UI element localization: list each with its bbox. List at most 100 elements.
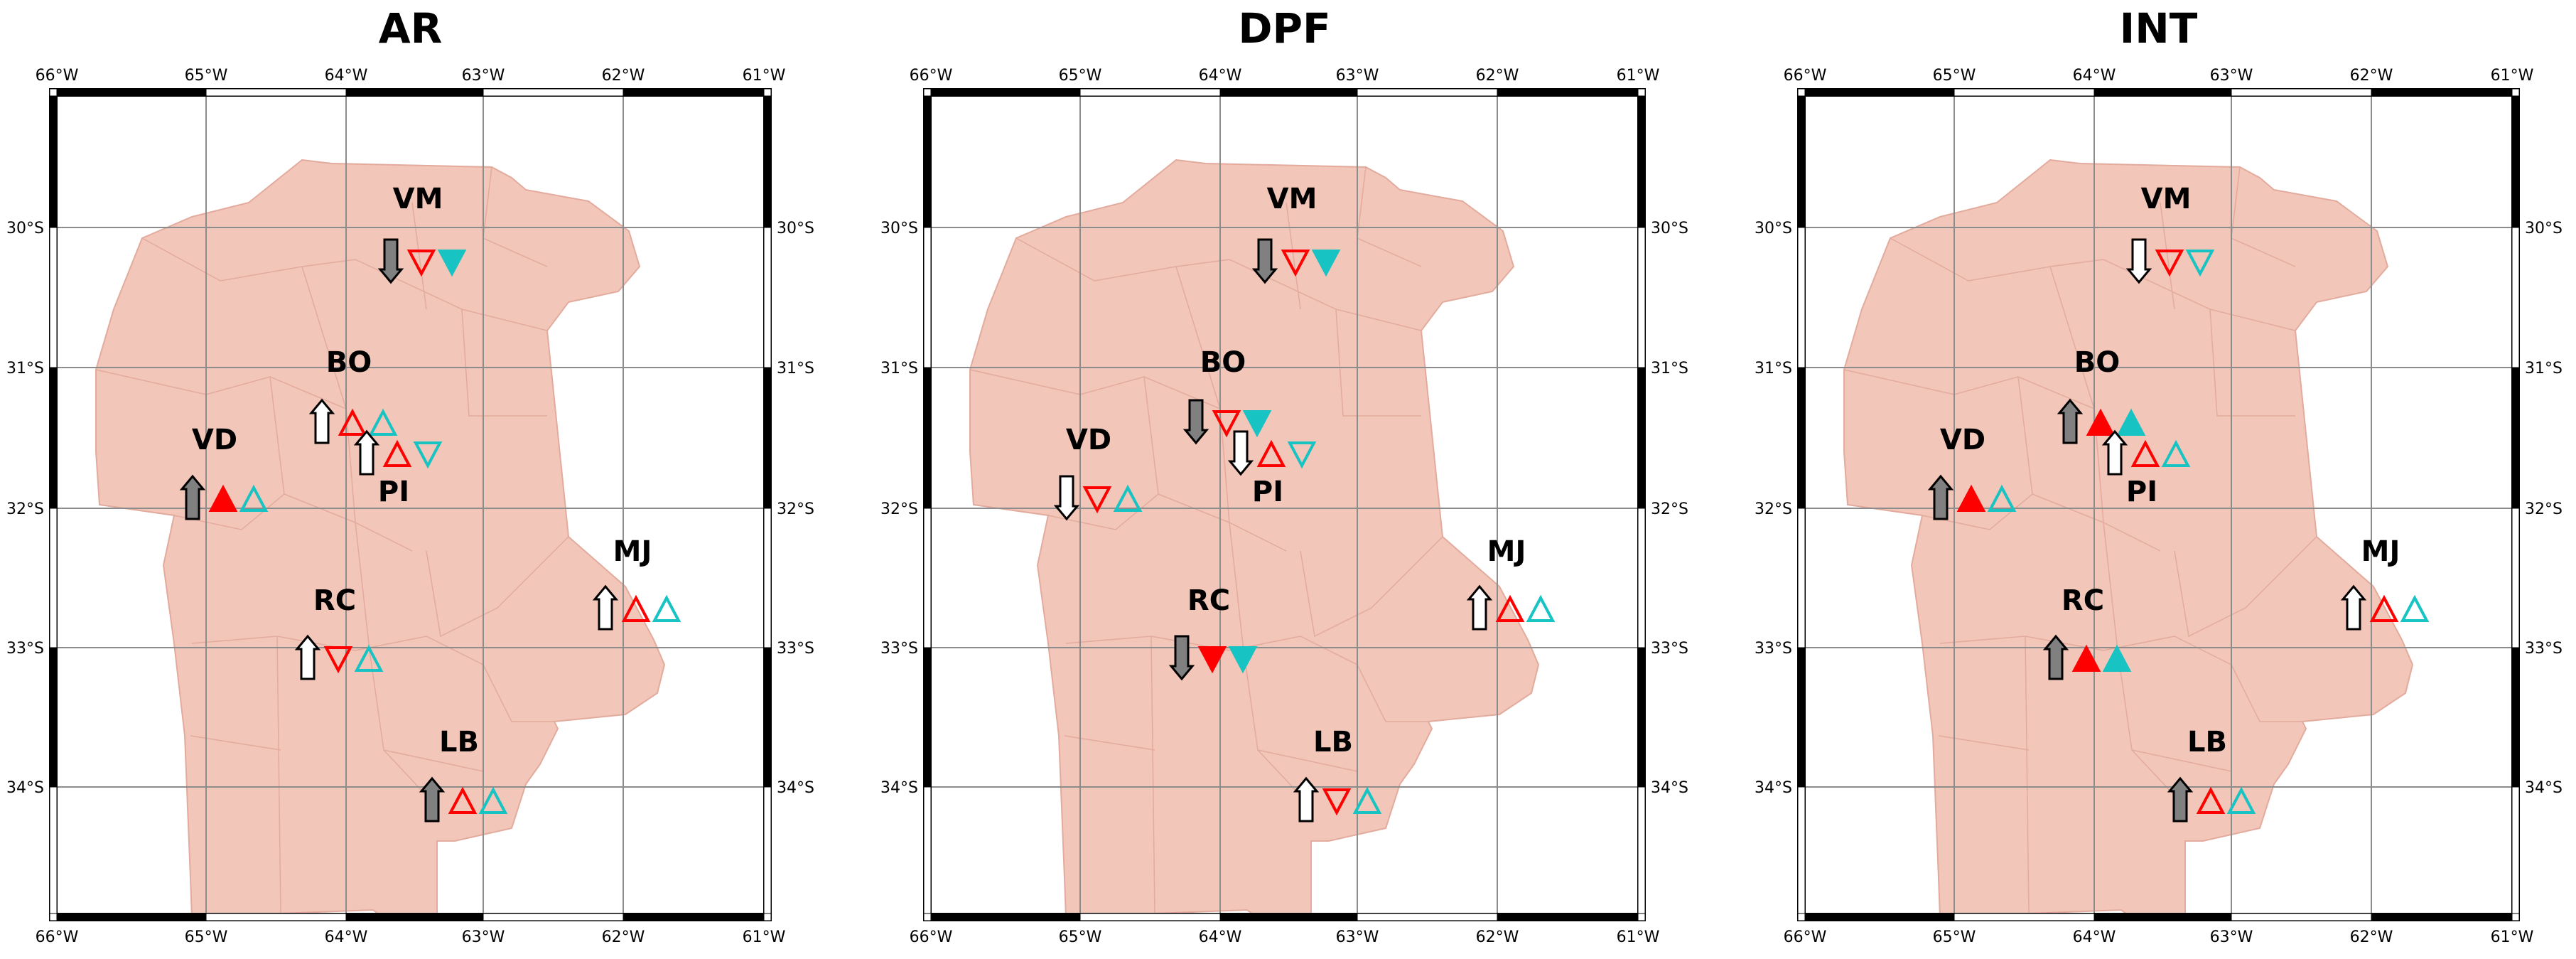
longitude-tick-label: 65°W <box>1059 928 1102 946</box>
longitude-tick-label: 63°W <box>1336 67 1379 85</box>
department-boundary <box>383 749 484 772</box>
latitude-tick-label: 34°S <box>880 779 918 797</box>
station-label: BO <box>2074 346 2120 379</box>
arrow-up-icon <box>419 776 446 823</box>
province-shape <box>95 159 666 918</box>
triangle-up-icon <box>478 786 508 814</box>
triangle-up-icon <box>1113 484 1143 512</box>
triangle-up-icon <box>2071 644 2101 672</box>
triangle-up-icon <box>1987 484 2017 512</box>
longitude-tick-label: 61°W <box>1617 67 1660 85</box>
station-label: BO <box>1200 346 1246 379</box>
latitude-tick-label: 34°S <box>777 779 814 797</box>
triangle-down-icon <box>2155 250 2184 277</box>
station-pi: PI <box>2101 429 2191 508</box>
latitude-tick-label: 33°S <box>777 640 814 658</box>
triangle-up-icon <box>1956 484 1986 512</box>
longitude-tick-label: 62°W <box>2350 928 2393 946</box>
station-label: LB <box>439 726 479 759</box>
panel-title: DPF <box>1238 4 1330 53</box>
station-lb: LB <box>419 726 508 823</box>
department-boundary <box>355 522 370 651</box>
triangle-up-icon <box>2400 594 2430 622</box>
arrow-down-icon <box>1227 430 1254 476</box>
longitude-tick-label: 66°W <box>36 67 79 85</box>
triangle-down-icon <box>1281 250 1310 277</box>
department-boundary <box>95 369 347 409</box>
department-boundary <box>2209 309 2295 417</box>
latitude-tick-label: 30°S <box>777 220 814 237</box>
triangle-up-icon <box>1256 439 1286 467</box>
province-shape <box>969 159 1540 918</box>
latitude-tick-label: 32°S <box>1651 500 1688 518</box>
station-label: RC <box>313 584 356 617</box>
station-bo: BO <box>308 346 398 444</box>
latitude-tick-label: 30°S <box>1651 220 1688 237</box>
arrow-up-icon <box>2101 429 2128 476</box>
longitude-tick-label: 62°W <box>2350 67 2393 85</box>
latitude-tick-label: 34°S <box>2525 779 2562 797</box>
triangle-up-icon <box>1352 786 1382 814</box>
latitude-tick-label: 32°S <box>1755 500 1792 518</box>
triangle-up-icon <box>448 786 478 814</box>
department-boundary <box>269 376 285 495</box>
triangle-down-icon <box>1311 250 1341 277</box>
longitude-tick-label: 62°W <box>1476 67 1519 85</box>
arrow-down-icon <box>1251 238 1278 284</box>
station-pi: PI <box>353 429 443 508</box>
longitude-tick-label: 63°W <box>462 928 505 946</box>
triangle-down-icon <box>1322 788 1352 816</box>
department-boundary <box>2049 266 2095 409</box>
station-mj: MJ <box>2340 535 2430 631</box>
longitude-tick-label: 63°W <box>1336 928 1379 946</box>
triangle-up-icon <box>1526 594 1556 622</box>
arrow-up-icon <box>1293 776 1320 823</box>
department-boundary <box>2017 376 2033 495</box>
department-boundary <box>1286 202 1301 310</box>
department-boundary <box>1939 636 2232 665</box>
arrow-up-icon <box>353 429 380 476</box>
triangle-down-icon <box>1287 441 1317 469</box>
department-boundary <box>411 202 427 310</box>
longitude-tick-label: 65°W <box>1059 67 1102 85</box>
latitude-tick-label: 31°S <box>2525 360 2562 377</box>
arrow-up-icon <box>294 634 321 680</box>
arrow-up-icon <box>592 584 619 631</box>
triangle-up-icon <box>621 594 651 622</box>
station-label: MJ <box>1487 535 1526 568</box>
latitude-tick-label: 31°S <box>6 360 44 377</box>
station-label: RC <box>1187 584 1230 617</box>
latitude-tick-label: 32°S <box>6 500 44 518</box>
latitude-tick-label: 33°S <box>2525 640 2562 658</box>
map-frame <box>49 88 772 921</box>
arrow-up-icon <box>2167 776 2194 823</box>
longitude-tick-label: 63°W <box>462 67 505 85</box>
arrow-up-icon <box>1466 584 1493 631</box>
latitude-tick-label: 34°S <box>1755 779 1792 797</box>
station-lb: LB <box>1293 726 1382 823</box>
station-label: VD <box>192 424 237 456</box>
triangle-up-icon <box>2369 594 2399 622</box>
arrow-up-icon <box>2340 584 2367 631</box>
arrow-down-icon <box>2125 238 2152 284</box>
triangle-down-icon <box>323 646 353 674</box>
station-vm: VM <box>2125 183 2215 284</box>
arrow-down-icon <box>1053 475 1080 521</box>
station-label: VM <box>1267 183 1317 215</box>
latitude-tick-label: 30°S <box>2525 220 2562 237</box>
station-label: PI <box>1252 476 1283 508</box>
department-boundary <box>1890 237 2104 282</box>
station-vd: VD <box>1053 424 1143 521</box>
triangle-up-icon <box>2130 439 2160 467</box>
triangle-down-icon <box>1197 646 1227 674</box>
station-mj: MJ <box>592 535 681 631</box>
triangle-up-icon <box>208 484 238 512</box>
latitude-tick-label: 33°S <box>1651 640 1688 658</box>
panel-title: INT <box>2120 4 2198 53</box>
station-label: VD <box>1066 424 1111 456</box>
department-boundary <box>276 636 281 914</box>
station-vd: VD <box>179 424 269 520</box>
triangle-up-icon <box>354 644 384 672</box>
latitude-tick-label: 31°S <box>1651 360 1688 377</box>
map-frame <box>1797 88 2520 921</box>
